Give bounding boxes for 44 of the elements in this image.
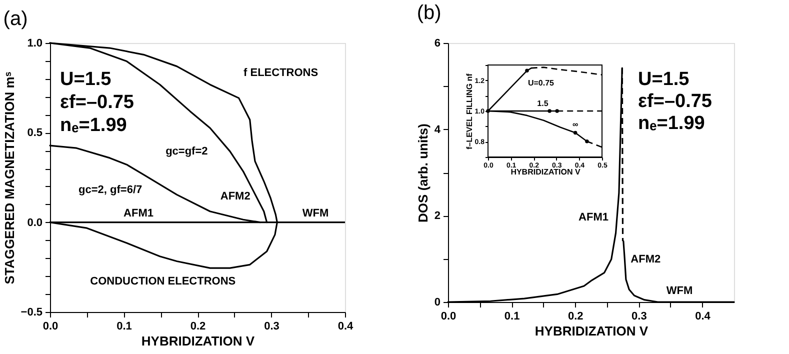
annotation: εf=–0.75 xyxy=(60,92,134,113)
chart-title: (b) xyxy=(416,2,442,24)
annotation: AFM1 xyxy=(124,207,154,220)
x-axis-title: HYBRIDIZATION V xyxy=(534,324,648,338)
y-tick-label: 4 xyxy=(434,124,442,136)
x-tick-label: 0.1 xyxy=(504,310,520,322)
x-tick-label: 0.2 xyxy=(190,320,206,332)
x-tick-label: 0.1 xyxy=(116,320,132,332)
x-axis-title: HYBRIDIZATION V xyxy=(141,334,255,348)
x-tick-label: 0.3 xyxy=(632,310,647,322)
y-axis-title: DOS (arb. units) xyxy=(415,124,430,222)
y-tick-label: 0 xyxy=(434,296,440,308)
y-tick-label: 1.0 xyxy=(27,38,42,50)
annotation: WFM xyxy=(302,207,329,220)
annotation: f ELECTRONS xyxy=(244,67,318,80)
annotation: U=1.5 xyxy=(60,69,112,90)
annotation: ∞ xyxy=(572,120,578,129)
x-tick-label: 0.4 xyxy=(695,310,712,322)
annotation: AFM2 xyxy=(630,253,661,266)
annotation: 1.5 xyxy=(537,99,549,108)
x-tick-label: 0.4 xyxy=(338,320,354,332)
x-tick-label: 0.3 xyxy=(264,320,280,332)
annotation: AFM1 xyxy=(578,212,609,224)
annotation: WFM xyxy=(666,285,693,297)
annotation: U=1.5 xyxy=(638,69,690,90)
x-tick-label: 0.0 xyxy=(42,320,58,332)
annotation: εf=–0.75 xyxy=(638,91,712,112)
x-tick-label: 0.2 xyxy=(568,310,584,322)
annotation: gc=gf=2 xyxy=(166,146,208,158)
annotation: AFM2 xyxy=(220,190,250,202)
annotation: U=0.75 xyxy=(528,78,555,88)
y-axis-title: STAGGERED MAGNETIZATION mˢ xyxy=(2,72,17,284)
y-tick-label: 0.5 xyxy=(27,127,42,140)
y-tick-label: 6 xyxy=(434,38,440,50)
annotation: nₑ=1.99 xyxy=(638,113,705,134)
x-axis-title: HYBRIDIZATION V xyxy=(510,168,581,176)
y-tick-label: 2 xyxy=(434,210,440,222)
annotation: gc=2, gf=6/7 xyxy=(78,184,142,196)
annotation: CONDUCTION ELECTRONS xyxy=(90,275,236,288)
annotation: nₑ=1.99 xyxy=(60,115,127,136)
y-tick-label: −0.5 xyxy=(20,306,42,318)
chart-title: (a) xyxy=(3,8,28,30)
y-tick-label: 0.0 xyxy=(27,216,42,229)
y-axis-title: f–LEVEL FILLING nf xyxy=(464,73,474,150)
